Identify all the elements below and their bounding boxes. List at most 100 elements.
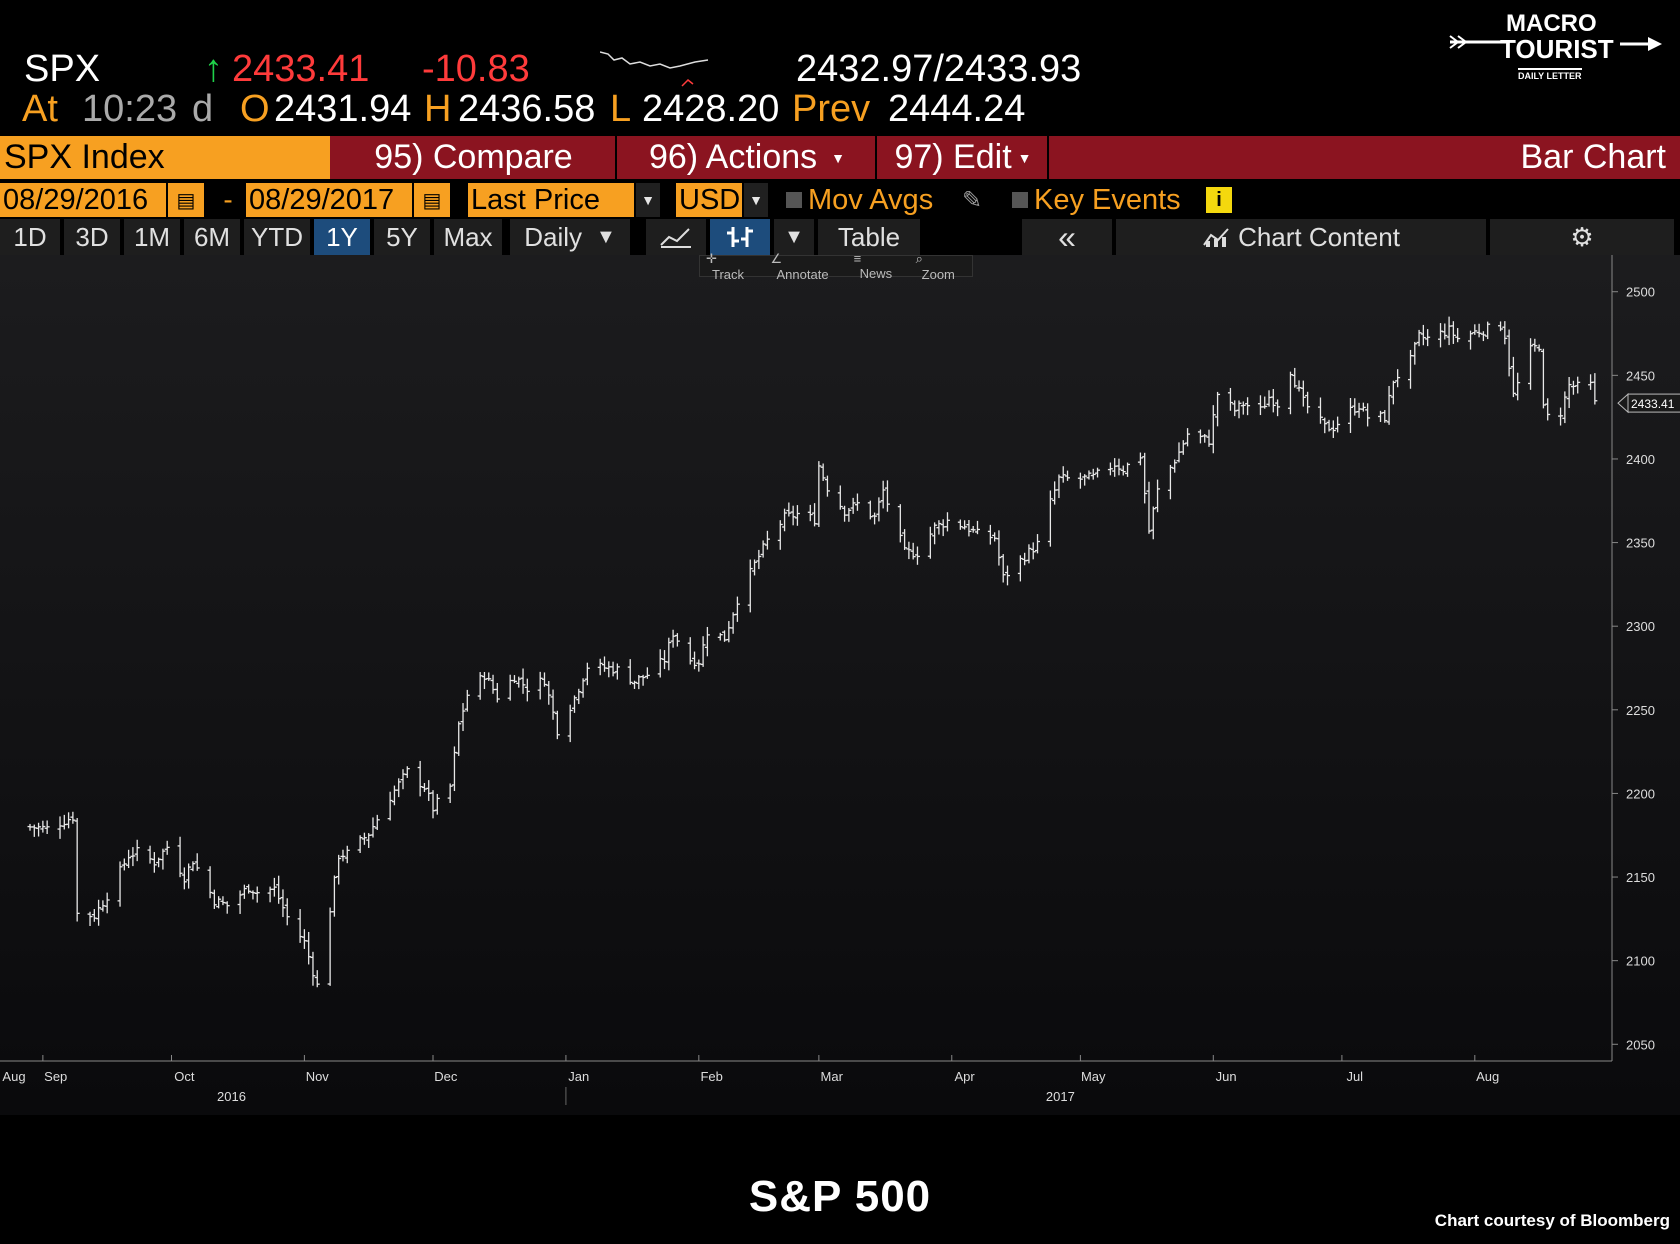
price-bar	[246, 884, 252, 894]
price-bar	[717, 632, 723, 641]
price-bar	[610, 661, 616, 677]
checkbox-icon	[1012, 192, 1028, 208]
key-events-toggle[interactable]: Key Events	[1012, 183, 1181, 217]
info-icon[interactable]: i	[1206, 187, 1232, 213]
calendar-icon[interactable]: ▤	[168, 183, 204, 217]
price-bar	[790, 505, 796, 526]
price-bar	[1112, 458, 1118, 477]
price-bar	[692, 651, 698, 670]
price-bar	[100, 900, 106, 912]
news-tool[interactable]: ≡ News	[848, 251, 910, 281]
price-bar	[314, 970, 320, 988]
price-bar	[1116, 458, 1122, 476]
security-field[interactable]: SPX Index	[0, 136, 330, 179]
chart-content-label: Chart Content	[1238, 221, 1400, 252]
compare-button[interactable]: 95) Compare	[332, 136, 617, 179]
chart-content-button[interactable]: Chart Content	[1116, 219, 1488, 255]
price-bar	[584, 662, 590, 686]
date-dash: -	[223, 184, 233, 215]
edit-label: 97) Edit	[894, 138, 1012, 176]
price-bar	[1287, 371, 1293, 415]
price-bar	[1425, 329, 1431, 347]
price-bar	[936, 520, 942, 535]
key-events-label: Key Events	[1034, 183, 1181, 216]
x-month-label: Jun	[1216, 1069, 1237, 1084]
currency-select[interactable]: USD	[676, 183, 742, 217]
period-button-3d[interactable]: 3D	[64, 219, 122, 255]
price-bar	[1150, 506, 1156, 540]
price-field-select[interactable]: Last Price	[468, 183, 634, 217]
price-bar	[884, 480, 890, 512]
price-bar	[366, 833, 372, 848]
x-month-label: Mar	[821, 1069, 844, 1084]
track-tool[interactable]: ✛ Track	[700, 251, 765, 282]
price-bar	[464, 689, 470, 712]
y-tick-label: 2400	[1626, 452, 1655, 467]
pencil-icon[interactable]: ✎	[962, 186, 983, 214]
start-date-input[interactable]: 08/29/2016	[0, 183, 166, 217]
end-date-input[interactable]: 08/29/2017	[246, 183, 412, 217]
period-button-max[interactable]: Max	[434, 219, 504, 255]
chevron-down-icon[interactable]: ▼	[636, 183, 660, 217]
price-bar	[1326, 419, 1332, 432]
price-bar	[511, 675, 517, 684]
price-bar	[1305, 391, 1311, 414]
price-bar	[181, 867, 187, 890]
y-axis: 2050 2100 2150 2200 2250 2300 2350 2400 2450 2500	[1611, 255, 1655, 1061]
price-bar	[1506, 329, 1512, 377]
price-bar	[1202, 433, 1208, 443]
price-bar	[391, 785, 397, 806]
price-bar	[807, 504, 813, 522]
price-bar	[456, 721, 462, 756]
price-bar	[516, 676, 522, 688]
chevron-down-icon[interactable]: ▼	[774, 219, 816, 255]
price-bar	[867, 500, 873, 520]
annotate-tool[interactable]: ∠ Annotate	[765, 251, 848, 282]
price-bar	[224, 901, 230, 914]
price-bar	[1017, 555, 1023, 582]
price-bar	[276, 875, 282, 904]
price-bar	[1502, 321, 1508, 345]
price-bar	[250, 890, 256, 900]
price-bar	[910, 542, 916, 560]
last-price: 2433.41	[232, 48, 370, 90]
price-bar	[1270, 388, 1276, 413]
period-button-5y[interactable]: 5Y	[374, 219, 432, 255]
period-button-1d[interactable]: 1D	[0, 219, 62, 255]
chart-credit: Chart courtesy of Bloomberg	[1434, 1211, 1670, 1230]
price-bar	[1146, 481, 1152, 534]
actions-menu[interactable]: 96) Actions ▼	[619, 136, 877, 179]
price-bar	[880, 480, 886, 509]
bar-chart-icon[interactable]	[710, 219, 772, 255]
mov-avgs-toggle[interactable]: Mov Avgs	[786, 183, 933, 217]
gear-icon[interactable]: ⚙	[1490, 219, 1676, 255]
price-bar	[1365, 403, 1371, 427]
line-chart-icon[interactable]	[646, 219, 708, 255]
price-bar	[722, 630, 728, 642]
price-bar	[121, 858, 127, 871]
price-bar	[344, 845, 350, 864]
zoom-tool[interactable]: ⌕ Zoom	[910, 251, 972, 282]
price-bar	[1172, 459, 1178, 473]
collapse-back-button[interactable]: «	[1022, 219, 1114, 255]
table-button[interactable]: Table	[818, 219, 922, 255]
edit-menu[interactable]: 97) Edit ▼	[879, 136, 1049, 179]
price-bar-chart[interactable]: 2050 2100 2150 2200 2250 2300 2350 2400 2450 2500…	[0, 255, 1680, 1115]
price-bar	[1545, 398, 1551, 421]
price-bar	[1390, 380, 1396, 405]
price-bar	[494, 683, 500, 703]
chart-caption: S&P 500	[748, 1172, 932, 1221]
period-button-1y[interactable]: 1Y	[314, 219, 372, 255]
price-bar	[190, 861, 196, 872]
price-bar	[962, 520, 968, 530]
x-month-label: Aug	[2, 1069, 25, 1084]
chevron-down-icon[interactable]: ▼	[744, 183, 768, 217]
price-bar	[837, 485, 843, 510]
frequency-select[interactable]: Daily ▼	[510, 219, 632, 255]
period-button-6m[interactable]: 6M	[184, 219, 242, 255]
calendar-icon[interactable]: ▤	[414, 183, 450, 217]
price-bar	[554, 710, 560, 740]
period-button-1m[interactable]: 1M	[124, 219, 182, 255]
price-bar	[421, 783, 427, 792]
period-button-ytd[interactable]: YTD	[244, 219, 312, 255]
